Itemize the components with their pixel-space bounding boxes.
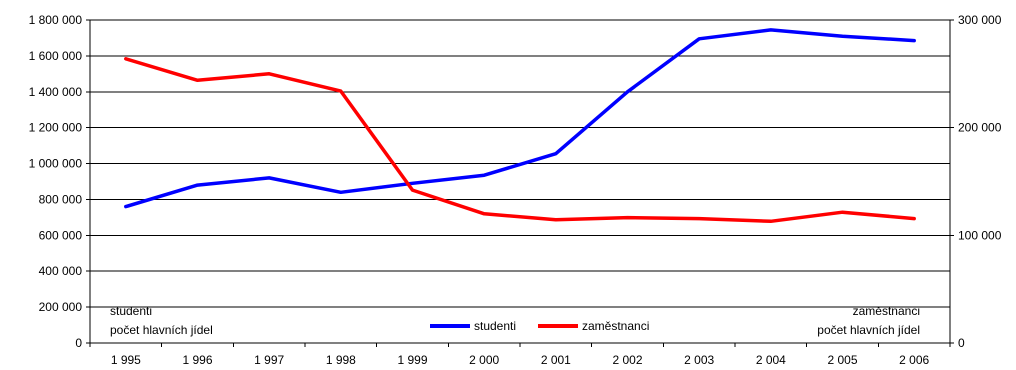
left-axis-ticks: 0 200 000 400 000 600 000 800 000 1 000 000 1 … [29, 13, 90, 350]
left-tick-label: 1 000 000 [29, 157, 83, 171]
legend-label-studenti: studenti [474, 319, 516, 333]
x-axis-ticks: 1 995 1 996 1 997 1 998 1 999 2 000 2 001 2 002… [89, 343, 951, 367]
right-annotation-line2: počet hlavních jídel [817, 323, 920, 337]
left-tick-label: 800 000 [39, 192, 83, 206]
x-tick-label: 1 998 [326, 353, 356, 367]
right-tick-label: 0 [958, 336, 965, 350]
legend: studenti zaměstnanci [430, 319, 649, 333]
x-tick-label: 2 004 [756, 353, 786, 367]
right-tick-label: 300 000 [958, 13, 1002, 27]
left-tick-label: 1 800 000 [29, 13, 83, 27]
series-line-studenti [124, 28, 916, 209]
x-tick-label: 2 006 [899, 353, 929, 367]
x-tick-label: 2 003 [684, 353, 714, 367]
left-tick-label: 1 600 000 [29, 49, 83, 63]
left-annotation-line2: počet hlavních jídel [110, 323, 213, 337]
right-annotation-line1: zaměstnanci [853, 304, 920, 318]
left-annotation-line1: studenti [110, 304, 152, 318]
x-tick-label: 1 999 [397, 353, 427, 367]
x-tick-label: 2 000 [469, 353, 499, 367]
x-tick-label: 2 005 [827, 353, 857, 367]
series-lines [124, 28, 916, 224]
right-axis-ticks: 0 100 000 200 000 300 000 [950, 13, 1002, 350]
series-line-zamestnanci [124, 57, 916, 224]
left-tick-label: 0 [75, 336, 82, 350]
left-tick-label: 200 000 [39, 300, 83, 314]
x-tick-label: 1 997 [254, 353, 284, 367]
left-tick-label: 1 400 000 [29, 85, 83, 99]
left-tick-label: 600 000 [39, 228, 83, 242]
x-tick-label: 2 002 [612, 353, 642, 367]
x-tick-label: 1 995 [111, 353, 141, 367]
x-tick-label: 1 996 [182, 353, 212, 367]
right-tick-label: 100 000 [958, 228, 1002, 242]
legend-label-zamestnanci: zaměstnanci [582, 319, 649, 333]
x-tick-label: 2 001 [541, 353, 571, 367]
left-tick-label: 400 000 [39, 264, 83, 278]
left-tick-label: 1 200 000 [29, 121, 83, 135]
right-tick-label: 200 000 [958, 121, 1002, 135]
